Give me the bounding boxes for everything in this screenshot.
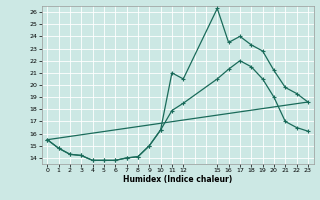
X-axis label: Humidex (Indice chaleur): Humidex (Indice chaleur): [123, 175, 232, 184]
